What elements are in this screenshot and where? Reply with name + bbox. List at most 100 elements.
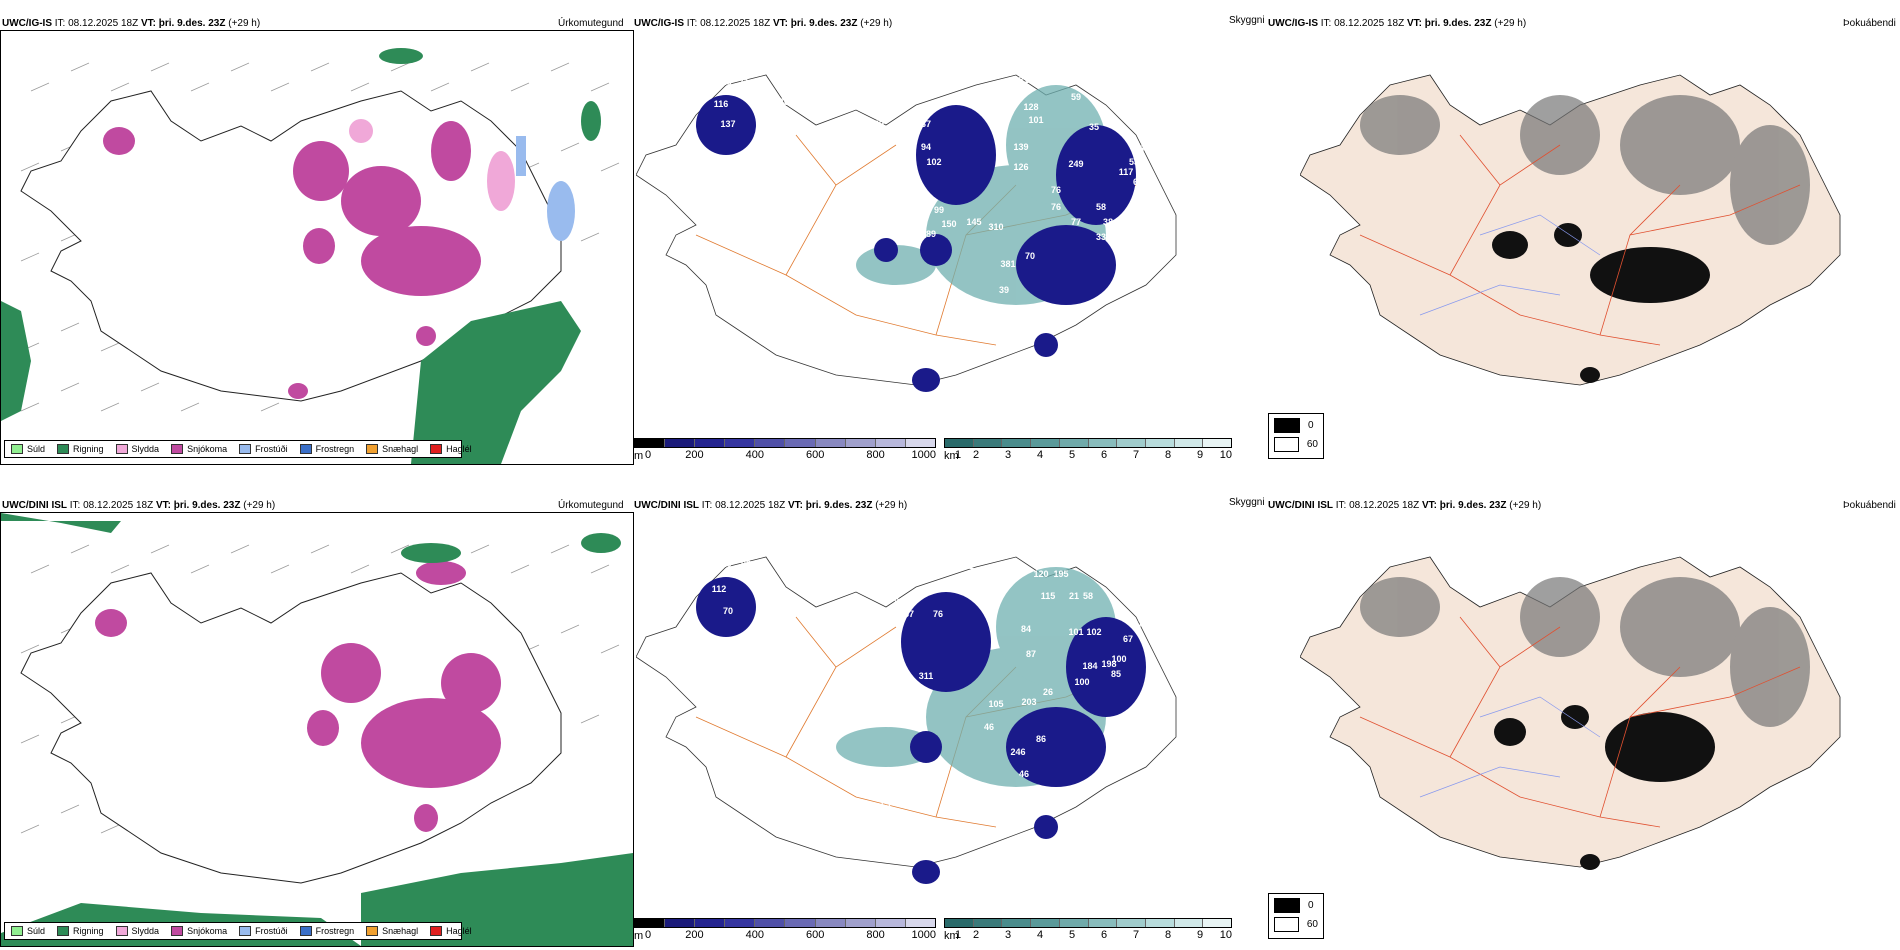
- row1-panel1-title: Úrkomutegund: [558, 18, 624, 29]
- colorbar-m-bar: [634, 438, 936, 448]
- colorbar-swatch: [1203, 919, 1232, 927]
- visibility-value-label: 128: [716, 77, 731, 87]
- row2-vt-label: VT:: [155, 500, 171, 511]
- row1-rain-areas: [1, 48, 601, 464]
- colorbar-swatch: [905, 439, 935, 447]
- visibility-value-label: 198: [1101, 659, 1116, 669]
- visibility-value-label: 50: [1139, 144, 1149, 154]
- legend-label: Frostúði: [255, 926, 288, 936]
- colorbar-tick-label: 1: [954, 929, 962, 941]
- visibility-value-label: 101: [1028, 115, 1043, 125]
- colorbar-swatch: [635, 919, 666, 927]
- row1-model-name: UWC/IG-IS: [2, 18, 52, 29]
- visibility-value-label: 137: [720, 119, 735, 129]
- visibility-value-label: 83: [864, 197, 874, 207]
- fog-legend-row: 0: [1274, 418, 1318, 433]
- visibility-value-label: 101: [1068, 627, 1083, 637]
- colorbar-tick-label: 600: [806, 929, 825, 941]
- visibility-value-label: 102: [1086, 627, 1101, 637]
- visibility-value-label: 85: [1111, 669, 1121, 679]
- colorbar-swatch: [695, 439, 726, 447]
- row1-visibility-map: 128 71 116 137 76 97 87 58 69 56 37 58 94 102 78 213 128…: [636, 74, 1177, 392]
- visibility-value-label: 58: [913, 89, 923, 99]
- row2-p3-it-value: 08.12.2025 18Z: [1349, 500, 1420, 511]
- colorbar-km-bar: [944, 918, 1232, 928]
- row2-p3-it-label: IT:: [1335, 500, 1347, 511]
- colorbar-tick-label: 5: [1068, 929, 1076, 941]
- row2-snow-areas: [95, 561, 501, 832]
- colorbar-swatch: [1088, 439, 1118, 447]
- fog-legend-row: 60: [1274, 437, 1318, 452]
- colorbar-tick-label: 6: [1100, 449, 1108, 461]
- visibility-value-label: 33: [1096, 232, 1106, 242]
- row1-p3-it-value: 08.12.2025 18Z: [1334, 18, 1405, 29]
- visibility-value-label: 114: [903, 709, 918, 719]
- colorbar-tick-label: 8: [1164, 449, 1172, 461]
- colorbar-m-bar: [634, 918, 936, 928]
- row1-p3-it-label: IT:: [1320, 18, 1332, 29]
- fog-legend-label: 0: [1308, 900, 1314, 911]
- row2-panel3-title: Þokuábendi: [1843, 500, 1896, 511]
- row2-panel3-header: UWC/DINI ISL IT: 08.12.2025 18Z VT: þri.…: [1268, 500, 1541, 511]
- row2-p3-lead: (+29 h): [1509, 500, 1542, 511]
- row2-p2-vt-label: VT:: [787, 500, 803, 511]
- row1-visibility-numbers: 128 71 116 137 76 97 87 58 69 56 37 58 94 102 78 213 128…: [714, 75, 1152, 322]
- legend-label: Slydda: [131, 926, 160, 936]
- visibility-value-label: 117: [1119, 167, 1134, 177]
- colorbar-tick-label: 0: [644, 929, 652, 941]
- row2-p3-model: UWC/DINI ISL: [1268, 500, 1333, 511]
- row2-fog-legend: 0 60: [1268, 893, 1324, 939]
- visibility-value-label: 120: [716, 559, 731, 569]
- row1-p3-lead: (+29 h): [1494, 18, 1527, 29]
- visibility-value-label: 76: [1051, 185, 1061, 195]
- row2-ptype-map: [1, 513, 633, 946]
- visibility-value-label: 100: [1111, 654, 1126, 664]
- visibility-value-label: 21: [1069, 591, 1079, 601]
- row1-panel3-header: UWC/IG-IS IT: 08.12.2025 18Z VT: þri. 9.…: [1268, 18, 1526, 29]
- row2-ptype-legend: Súld Rigning Slydda Snjókoma Frostúði Fr…: [4, 922, 472, 940]
- colorbar-swatch: [785, 439, 816, 447]
- colorbar-swatch: [973, 919, 1003, 927]
- visibility-value-label: 67: [1123, 634, 1133, 644]
- row2-p2-model: UWC/DINI ISL: [634, 500, 699, 511]
- visibility-value-label: 37: [921, 119, 931, 129]
- visibility-value-label: 163: [1023, 547, 1038, 557]
- colorbar-tick-label: 7: [1132, 929, 1140, 941]
- legend-label: Frostúði: [255, 444, 288, 454]
- row2-colorbar-m: 0 200 400 600 800 1000 m: [634, 918, 936, 942]
- visibility-value-label: 112: [712, 584, 727, 594]
- row2-p2-lead: (+29 h): [875, 500, 908, 511]
- colorbar-tick-label: 200: [685, 449, 704, 461]
- visibility-value-label: 249: [1068, 159, 1083, 169]
- legend-label: Súld: [27, 444, 46, 454]
- colorbar-tick-label: 7: [1132, 449, 1140, 461]
- visibility-value-label: 76: [1051, 202, 1061, 212]
- colorbar-km-unit: km: [944, 450, 959, 462]
- visibility-value-label: 97: [1133, 619, 1143, 629]
- visibility-value-label: 126: [1013, 162, 1028, 172]
- row1-fog-map: [1300, 74, 1841, 386]
- colorbar-swatch: [945, 439, 974, 447]
- visibility-value-label: 70: [723, 606, 733, 616]
- visibility-value-label: 97: [781, 139, 791, 149]
- colorbar-swatch: [1174, 439, 1204, 447]
- legend-item-sudl: Súld: [11, 926, 45, 936]
- row2-p3-gray-areas: [1360, 577, 1810, 727]
- legend-item-rigning: Rigning: [57, 926, 104, 936]
- visibility-value-label: 71: [889, 205, 899, 215]
- colorbar-tick-label: 3: [1004, 929, 1012, 941]
- row1-p2-it-value: 08.12.2025 18Z: [700, 18, 771, 29]
- visibility-value-label: 115: [1041, 591, 1056, 601]
- row1-vt-value: þri. 9.des. 23Z: [158, 18, 226, 29]
- visibility-value-label: 76: [779, 97, 789, 107]
- colorbar-swatch: [875, 919, 906, 927]
- visibility-value-label: 53: [1129, 157, 1139, 167]
- colorbar-swatch: [905, 919, 935, 927]
- row2-p3-vt-value: þri. 9.des. 23Z: [1439, 500, 1507, 511]
- legend-label: Frostregn: [315, 444, 355, 454]
- visibility-value-label: 77: [1071, 217, 1081, 227]
- colorbar-tick-label: 2: [972, 929, 980, 941]
- colorbar-swatch: [815, 439, 846, 447]
- row2-colorbar-km: 1 2 3 4 5 6 7 8 9 10 km: [944, 918, 1232, 942]
- colorbar-tick-label: 9: [1196, 929, 1204, 941]
